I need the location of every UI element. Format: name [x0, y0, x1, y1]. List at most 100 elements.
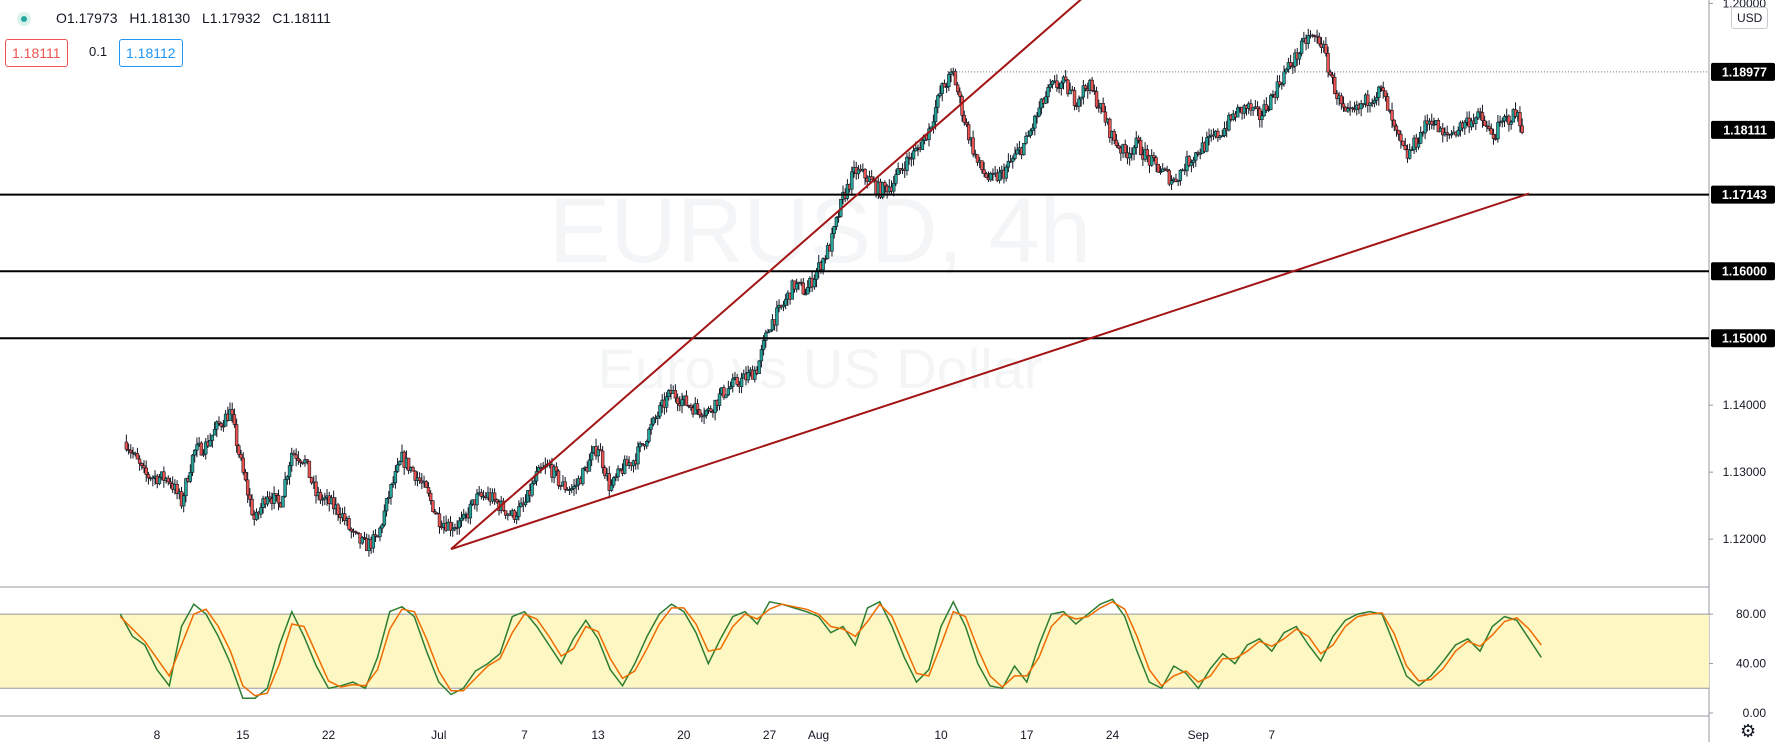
- candle-up: [1299, 38, 1304, 57]
- candle-down: [964, 118, 969, 128]
- candle-down: [1489, 123, 1493, 135]
- time-tick-label: 24: [1106, 728, 1120, 742]
- candle-up: [1205, 131, 1209, 153]
- candle-up: [1368, 102, 1372, 113]
- candle-down: [1381, 81, 1385, 99]
- candle-down: [799, 278, 803, 286]
- candle-up: [1432, 117, 1436, 130]
- candle-up: [391, 476, 395, 488]
- candle-down: [618, 468, 622, 472]
- candle-up: [272, 486, 276, 510]
- sell-price-button[interactable]: 1.18111: [5, 39, 68, 67]
- candle-down: [424, 480, 428, 488]
- buy-price-button[interactable]: 1.18112: [119, 39, 183, 67]
- candle-down: [823, 255, 828, 264]
- candle-down: [971, 130, 975, 158]
- time-tick-label: 22: [322, 728, 336, 742]
- candle-up: [1077, 95, 1081, 113]
- candle-up: [387, 491, 391, 504]
- candle-down: [960, 94, 964, 122]
- candle-down: [603, 465, 607, 480]
- candle-down: [274, 493, 279, 502]
- candle-down: [349, 527, 353, 539]
- candle-up: [1127, 146, 1132, 166]
- candle-up: [254, 508, 259, 521]
- candle-up: [1222, 121, 1227, 138]
- candle-up: [766, 328, 770, 334]
- candle-up: [1176, 180, 1180, 187]
- candle-down: [131, 447, 135, 459]
- candle-down: [492, 488, 497, 505]
- candle-up: [1280, 82, 1284, 90]
- time-tick-label: 7: [1268, 728, 1275, 742]
- candle-down: [1326, 46, 1330, 78]
- candle-up: [649, 418, 653, 435]
- time-tick-label: 17: [1020, 728, 1034, 742]
- candle-up: [1044, 91, 1048, 105]
- candle-up: [731, 373, 735, 393]
- candle-up: [570, 483, 574, 494]
- candle-up: [1242, 103, 1247, 119]
- candle-down: [1008, 154, 1013, 163]
- price-axis-label: 1.16000: [1722, 265, 1767, 279]
- gear-icon[interactable]: ⚙: [1740, 721, 1757, 741]
- candle-up: [1024, 131, 1028, 145]
- market-open-dot-icon: [17, 12, 31, 26]
- price-axis-label: 1.17143: [1722, 188, 1767, 202]
- candle-down: [673, 384, 678, 403]
- spread-value: 0.1: [89, 44, 108, 59]
- candle-down: [1165, 165, 1169, 173]
- candle-up: [1011, 155, 1015, 169]
- candle-up: [845, 179, 850, 201]
- candle-down: [331, 490, 336, 515]
- candle-up: [371, 530, 376, 553]
- candle-down: [556, 469, 561, 490]
- candle-down: [276, 489, 281, 511]
- candle-up: [880, 181, 885, 200]
- candle-down: [1445, 125, 1449, 142]
- candle-up: [1022, 142, 1026, 156]
- candle-down: [1324, 36, 1328, 57]
- candle-down: [1187, 155, 1191, 168]
- candle-up: [462, 508, 466, 521]
- candle-down: [126, 443, 131, 455]
- candle-up: [190, 453, 195, 477]
- candle-up: [1410, 146, 1414, 152]
- candle-up: [1372, 95, 1377, 108]
- candle-down: [1249, 99, 1253, 116]
- candle-up: [574, 478, 578, 495]
- candle-up: [1037, 101, 1041, 118]
- candle-down: [695, 399, 700, 415]
- candle-up: [651, 416, 656, 427]
- candle-up: [746, 365, 750, 384]
- candle-up: [781, 300, 786, 312]
- price-axis-label-box: [1711, 120, 1775, 139]
- candle-up: [1423, 115, 1427, 140]
- candle-up: [739, 372, 744, 394]
- candle-down: [162, 466, 166, 488]
- candle-up: [1407, 143, 1412, 160]
- candle-up: [658, 402, 662, 419]
- candle-up: [1463, 120, 1467, 135]
- candle-down: [234, 418, 239, 453]
- currency-button[interactable]: USD: [1731, 7, 1769, 29]
- candle-down: [1315, 29, 1319, 44]
- candle-down: [722, 384, 726, 400]
- candle-up: [1456, 126, 1460, 138]
- candle-down: [175, 480, 179, 500]
- candle-down: [1520, 118, 1524, 135]
- price-axis-label: 1.15000: [1722, 332, 1767, 346]
- candle-down: [1487, 120, 1491, 132]
- price-axis-label: 1.18977: [1722, 65, 1767, 79]
- candle-up: [188, 464, 193, 484]
- stoch-k-line: [119, 598, 1542, 699]
- candle-down: [314, 475, 318, 504]
- candle-down: [267, 491, 272, 503]
- candle-down: [237, 443, 241, 458]
- open-value: O1.17973: [56, 10, 118, 26]
- candle-up: [1026, 130, 1030, 137]
- candle-up: [265, 491, 270, 507]
- candle-up: [724, 394, 728, 399]
